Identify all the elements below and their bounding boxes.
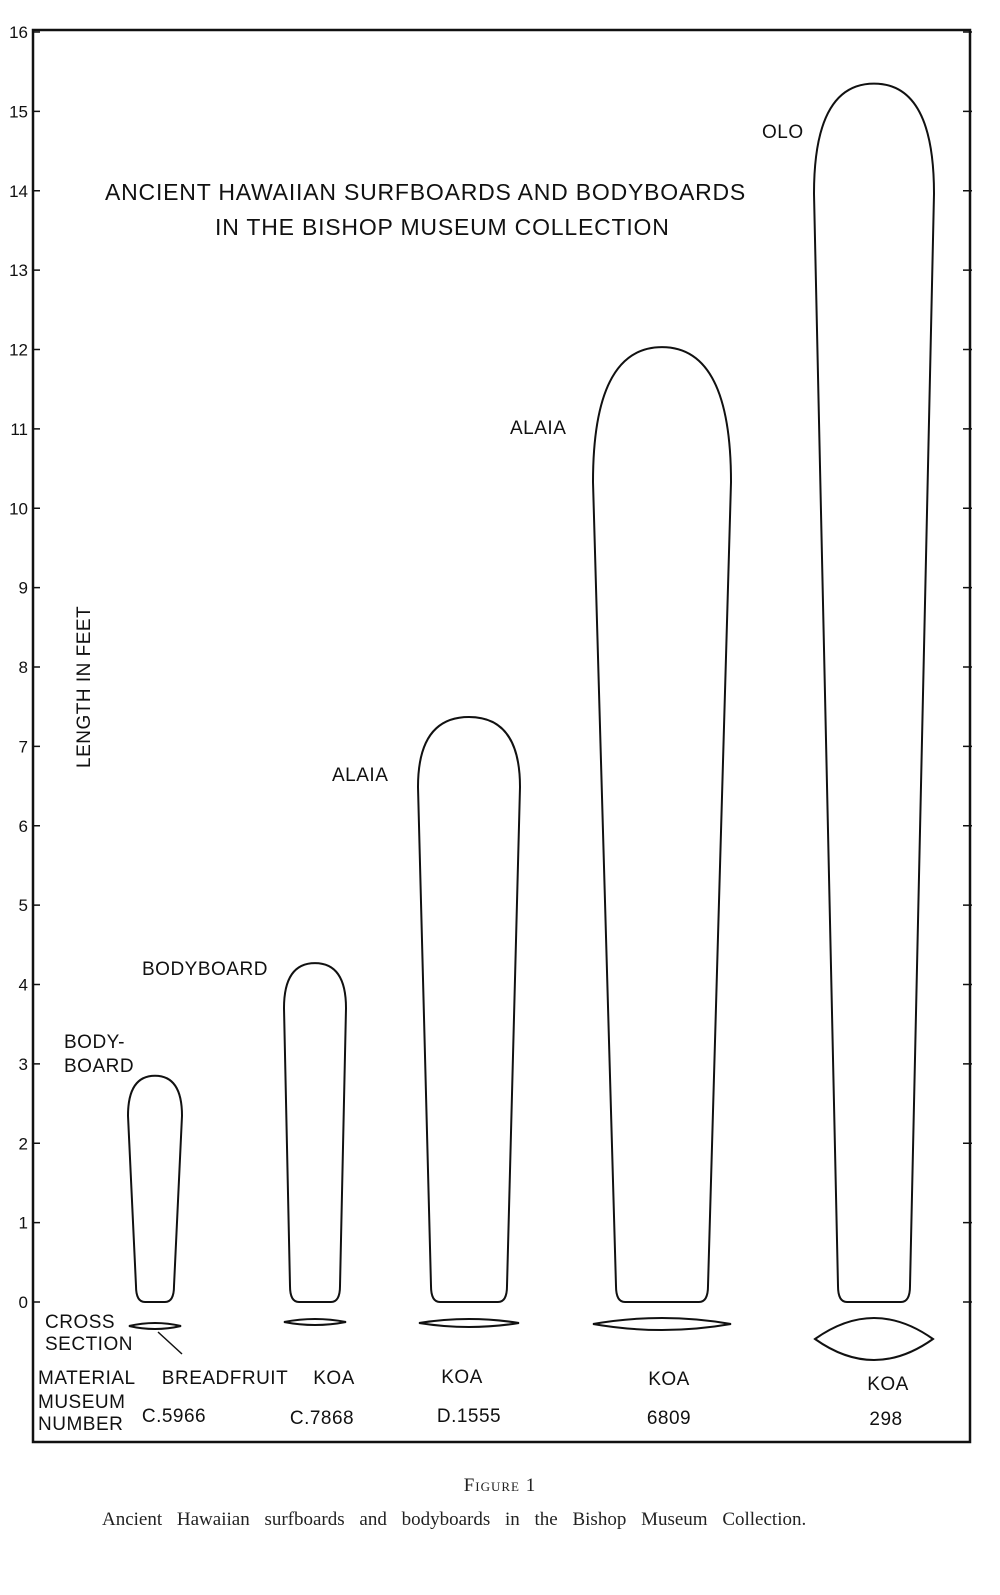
board-museum-number: C.7868 — [290, 1408, 354, 1429]
y-tick-label: 5 — [19, 896, 28, 915]
y-tick-label: 8 — [19, 658, 28, 677]
y-tick-label: 0 — [19, 1293, 28, 1312]
board-museum-number: C.5966 — [142, 1406, 206, 1427]
board-outline — [126, 1074, 184, 1303]
board-material: KOA — [313, 1368, 355, 1389]
board-material: KOA — [648, 1369, 690, 1390]
y-tick-label: 3 — [19, 1055, 28, 1074]
figure-frame — [31, 28, 972, 1444]
y-tick-label: 4 — [19, 976, 28, 995]
y-tick-label: 1 — [19, 1214, 28, 1233]
board-material: BREADFRUIT — [162, 1368, 288, 1389]
museum-row-label-2: NUMBER — [38, 1414, 123, 1435]
board-outline — [282, 962, 348, 1303]
board-outline — [416, 716, 522, 1303]
board-type-label: ALAIA — [510, 418, 566, 439]
board-material: KOA — [441, 1367, 483, 1388]
board-type-label: ALAIA — [332, 765, 388, 786]
cross-section-label-1: CROSS — [45, 1312, 115, 1333]
y-tick-label: 9 — [19, 579, 28, 598]
board-museum-number: 298 — [869, 1409, 902, 1430]
board-outline — [812, 82, 936, 1303]
diagram-title-line2: IN THE BISHOP MUSEUM COLLECTION — [215, 214, 670, 240]
cross-section — [418, 1318, 520, 1328]
cross-section — [283, 1318, 347, 1326]
board-type-label: OLO — [762, 122, 804, 143]
y-tick-label: 2 — [19, 1134, 28, 1153]
board-museum-number: 6809 — [647, 1408, 691, 1429]
board-material: KOA — [867, 1374, 909, 1395]
board-museum-number: D.1555 — [437, 1406, 501, 1427]
diagram-title-line1: ANCIENT HAWAIIAN SURFBOARDS AND BODYBOAR… — [105, 179, 746, 205]
material-row-label: MATERIAL — [38, 1368, 136, 1389]
board-outline — [591, 346, 733, 1303]
cross-section-pointer — [157, 1331, 183, 1355]
y-tick-label: 6 — [19, 817, 28, 836]
cross-section — [128, 1322, 182, 1330]
figure-number: Figure 1 — [463, 1475, 537, 1496]
museum-row-label-1: MUSEUM — [38, 1392, 125, 1413]
y-tick-label: 13 — [9, 261, 28, 280]
board-type-label-2: BOARD — [64, 1056, 134, 1077]
y-tick-label: 11 — [10, 420, 28, 439]
y-tick-label: 10 — [9, 499, 28, 518]
board-type-label: BODYBOARD — [142, 959, 268, 980]
cross-section — [813, 1317, 935, 1361]
y-tick-label: 16 — [9, 23, 28, 42]
y-tick-label: 14 — [9, 182, 28, 201]
cross-section — [592, 1317, 732, 1331]
cross-section-label-2: SECTION — [45, 1334, 133, 1355]
figure-caption: Ancient Hawaiian surfboards and bodyboar… — [102, 1509, 807, 1530]
board-type-label: BODY- — [64, 1032, 125, 1053]
y-tick-label: 12 — [9, 341, 28, 360]
y-tick-label: 15 — [9, 102, 28, 121]
y-axis-label: LENGTH IN FEET — [74, 606, 95, 768]
y-tick-label: 7 — [19, 737, 28, 756]
